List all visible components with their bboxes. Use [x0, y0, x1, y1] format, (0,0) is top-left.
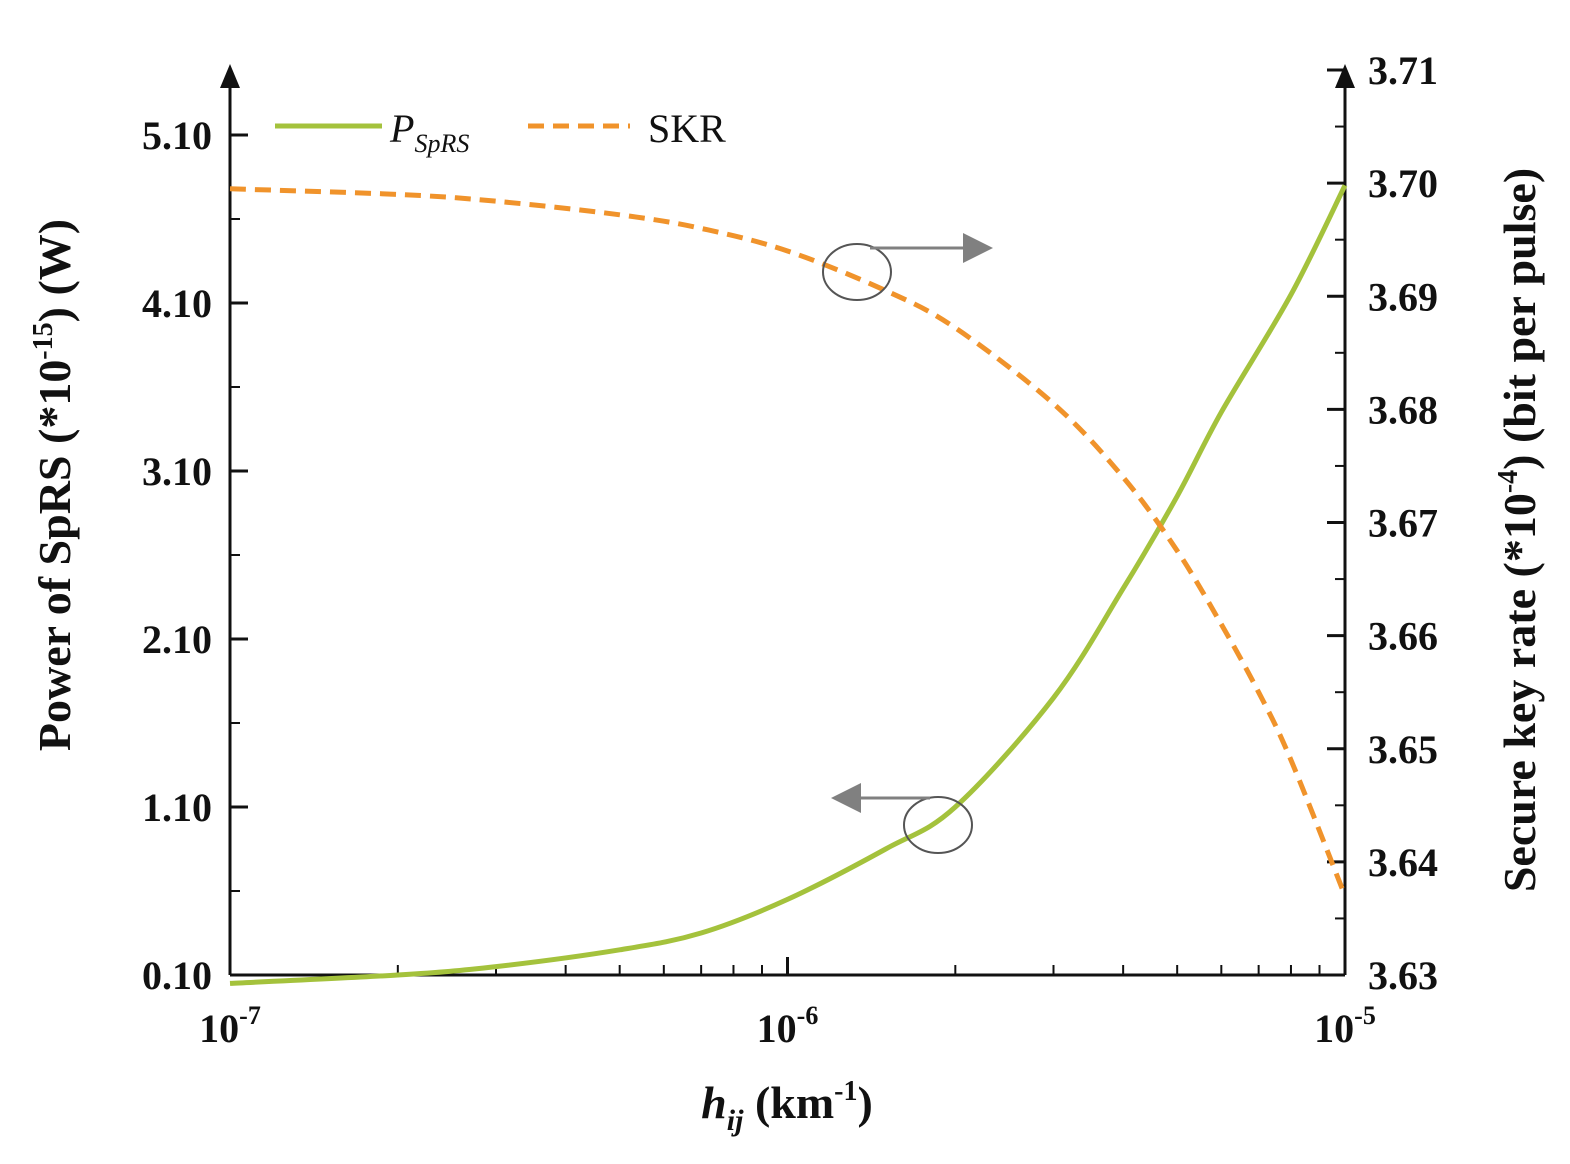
psprs-series-line [229, 184, 1348, 986]
y-right-tick-label: 3.63 [1368, 953, 1438, 998]
left-axis-title: Power of SpRS (*10-15) (W) [28, 219, 80, 751]
legend-skr-label: SKR [648, 106, 726, 151]
y-right-tick-label: 3.65 [1368, 727, 1438, 772]
psprs-annotation [831, 783, 973, 854]
y-left-tick-label: 3.10 [142, 449, 212, 494]
x-tick-label: 10-6 [757, 1001, 819, 1051]
legend-psprs-label: PSpRS [389, 106, 469, 158]
axes [220, 64, 1355, 977]
skr-series-line [229, 186, 1348, 897]
annotations [822, 233, 993, 854]
series-layer [229, 184, 1348, 986]
y-right-tick-label: 3.71 [1368, 48, 1438, 93]
y-right-tick-label: 3.66 [1368, 614, 1438, 659]
skr-annotation-circle [822, 243, 892, 301]
tick-labels: 10-7 10-6 10-5 0.10 1.10 2.10 3.10 4.10 5.10 3.63… [142, 48, 1438, 1051]
legend: PSpRS SKR [275, 106, 726, 158]
y-left-tick-label: 4.10 [142, 281, 212, 326]
psprs-annotation-circle [903, 796, 973, 854]
x-axis-title: hij (km-1) [701, 1076, 873, 1137]
x-tick-label: 10-7 [199, 1001, 261, 1051]
y-right-tick-label: 3.69 [1368, 274, 1438, 319]
right-axis-arrow [1335, 64, 1355, 88]
y-right-tick-label: 3.64 [1368, 840, 1438, 885]
tick-marks [228, 68, 1347, 977]
y-right-tick-label: 3.68 [1368, 387, 1438, 432]
y-left-tick-label: 2.10 [142, 617, 212, 662]
y-left-tick-label: 5.10 [142, 113, 212, 158]
y-right-tick-label: 3.70 [1368, 161, 1438, 206]
y-left-tick-label: 0.10 [142, 953, 212, 998]
y-right-tick-label: 3.67 [1368, 501, 1438, 546]
skr-annotation [822, 233, 993, 301]
left-axis-arrow [220, 64, 240, 88]
x-tick-label: 10-5 [1314, 1001, 1376, 1051]
right-axis-title: Secure key rate (*10-4) (bit per pulse) [1493, 168, 1545, 892]
y-left-tick-label: 1.10 [142, 785, 212, 830]
